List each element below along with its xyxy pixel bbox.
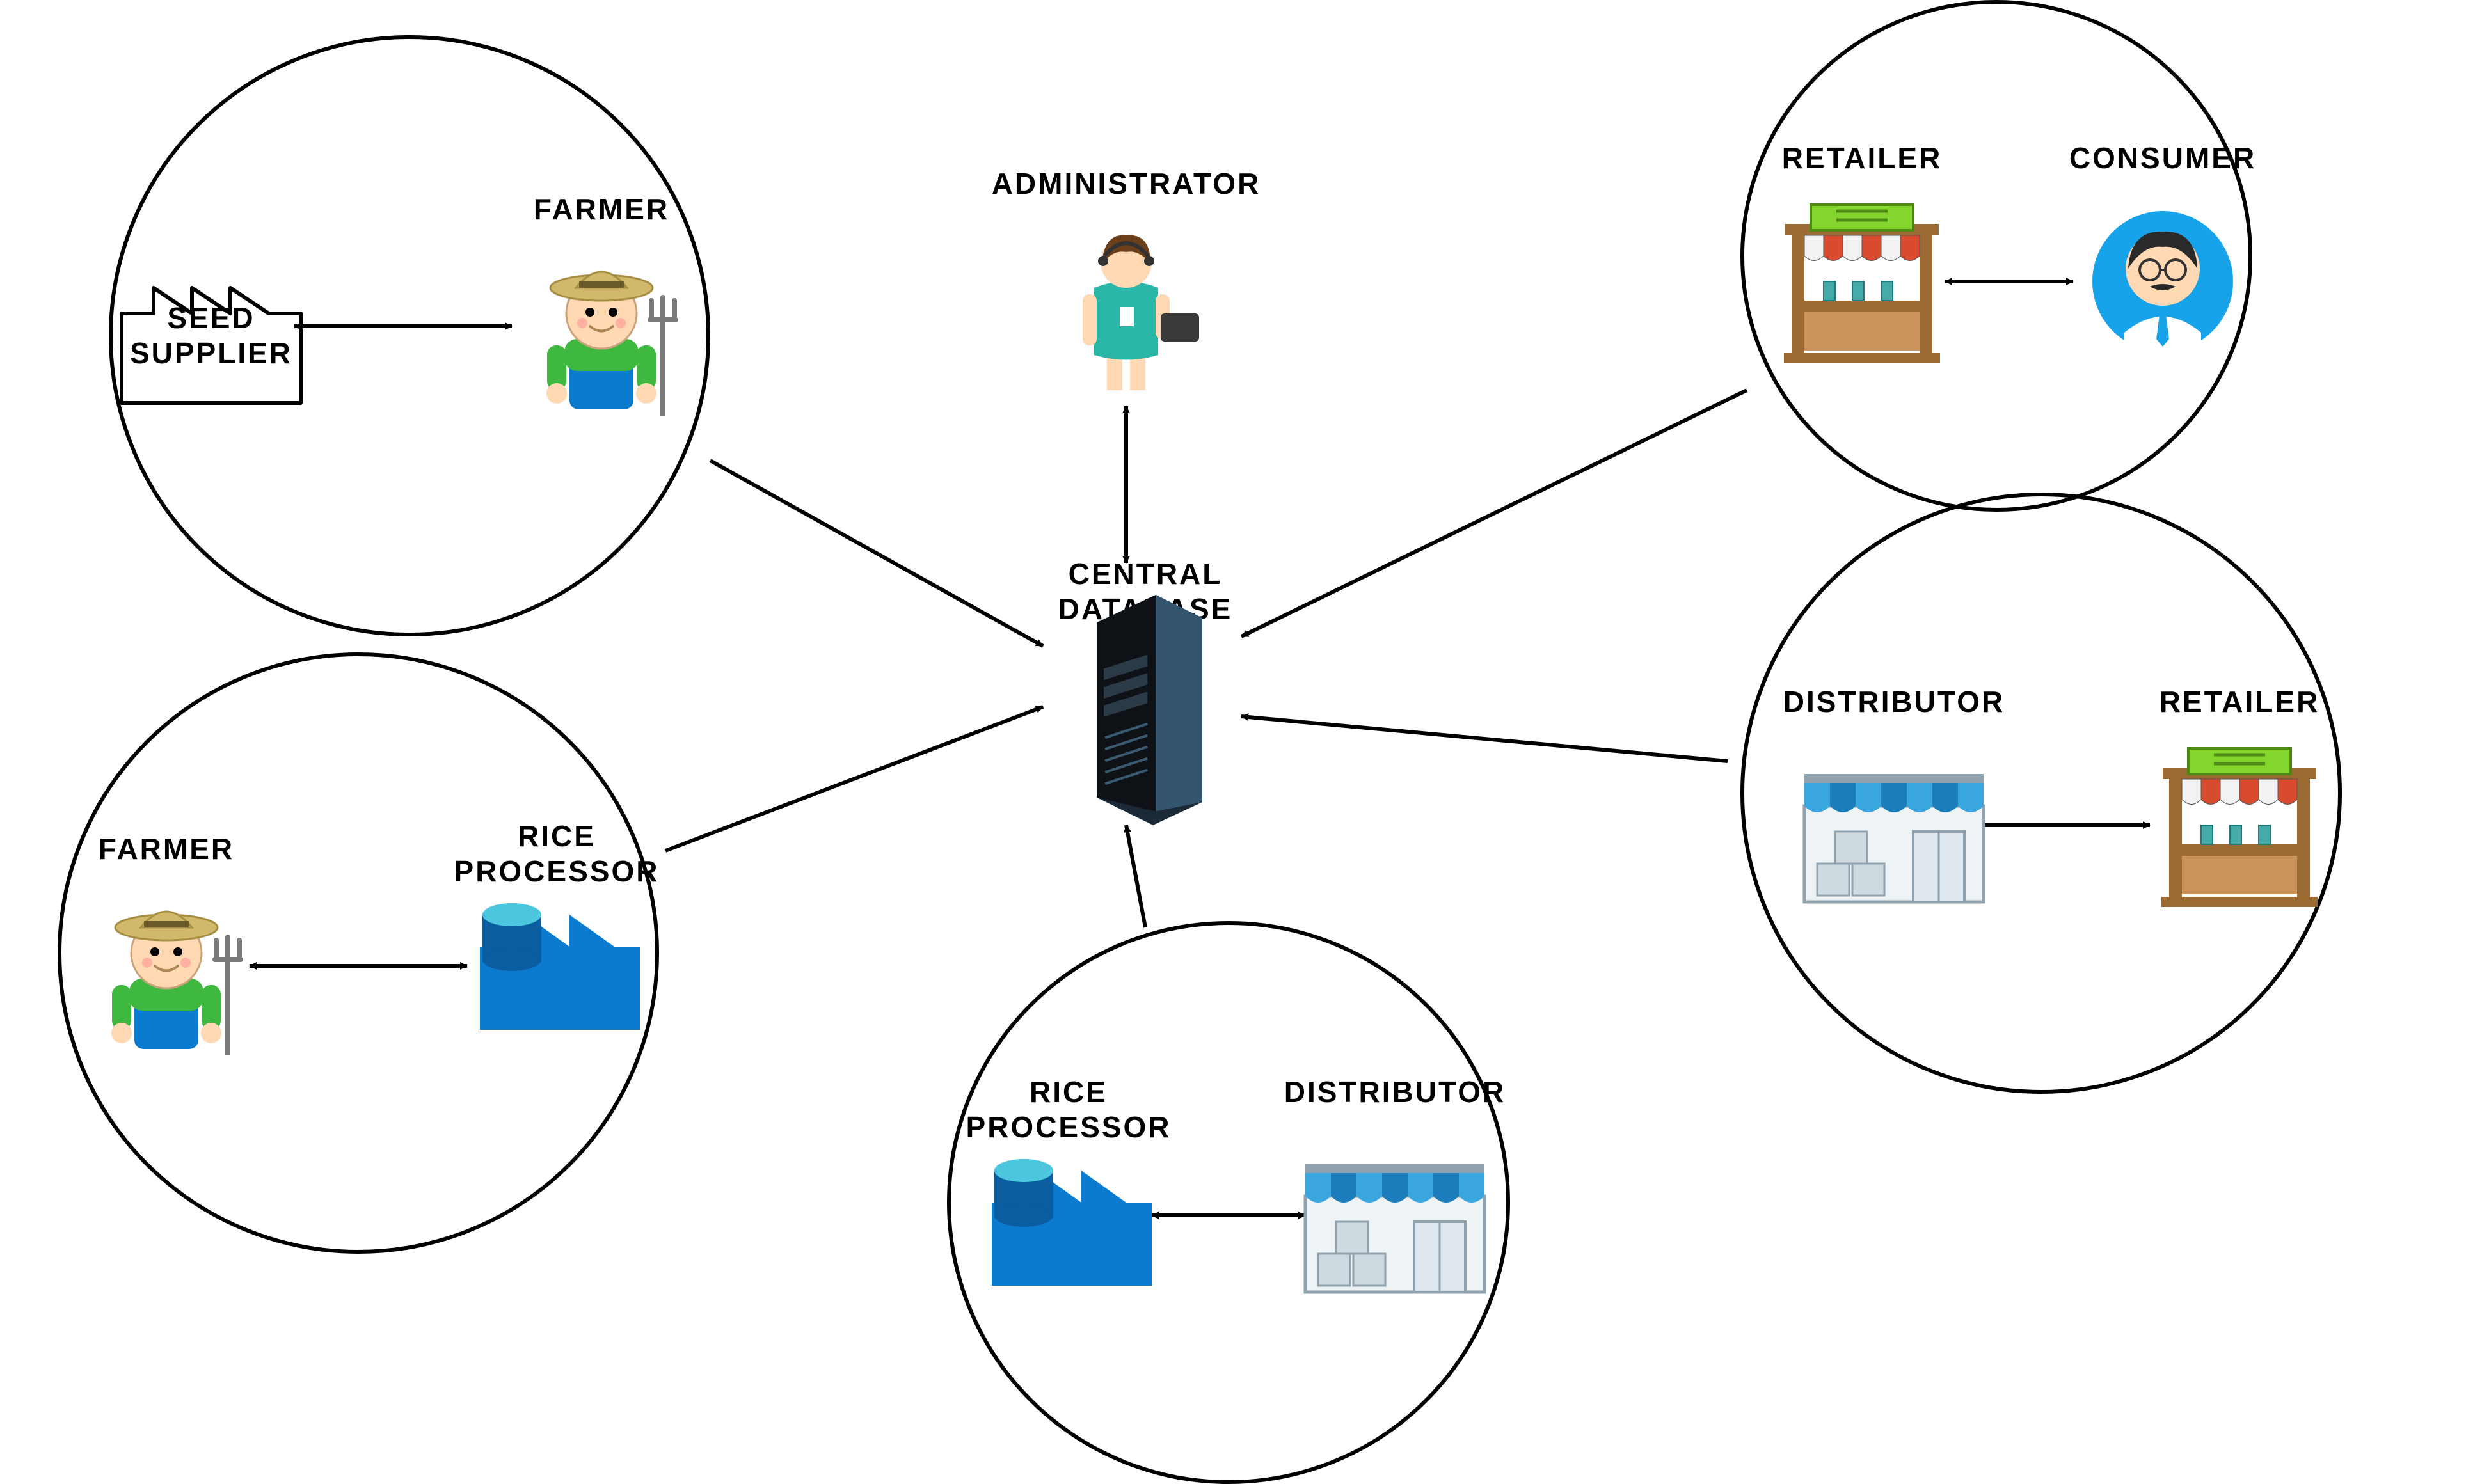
seed-supplier-icon: [109, 262, 314, 416]
consumer-label: CONSUMER: [2069, 141, 2256, 176]
farmer-icon: [83, 883, 250, 1062]
administrator-label: ADMINISTRATOR: [992, 166, 1261, 201]
retailer-label: RETAILER: [1782, 141, 1943, 176]
farmer-label: FARMER: [534, 192, 669, 227]
spoke-distributor-retailer: [1241, 716, 1728, 761]
farmer-icon: [518, 243, 685, 422]
retailer-icon: [2150, 736, 2329, 915]
consumer-icon: [2086, 205, 2239, 358]
distributor-icon: [1785, 736, 2003, 915]
spoke-seed-farmer: [710, 461, 1043, 646]
distributor-label: DISTRIBUTOR: [1783, 684, 2005, 720]
administrator-icon: [1043, 205, 1209, 397]
farmer-label: FARMER: [99, 832, 234, 867]
retailer-icon: [1772, 192, 1952, 371]
distributor-label: DISTRIBUTOR: [1284, 1075, 1506, 1110]
distributor-icon: [1286, 1126, 1504, 1305]
spoke-processor-distributor: [1126, 825, 1145, 928]
spoke-retailer-consumer: [1241, 390, 1747, 636]
rice-processor-icon: [973, 1132, 1165, 1298]
spoke-farmer-processor: [665, 707, 1043, 851]
rice-processor-icon: [461, 876, 653, 1043]
retailer-label: RETAILER: [2160, 684, 2320, 720]
central-database-icon: [1069, 595, 1209, 825]
